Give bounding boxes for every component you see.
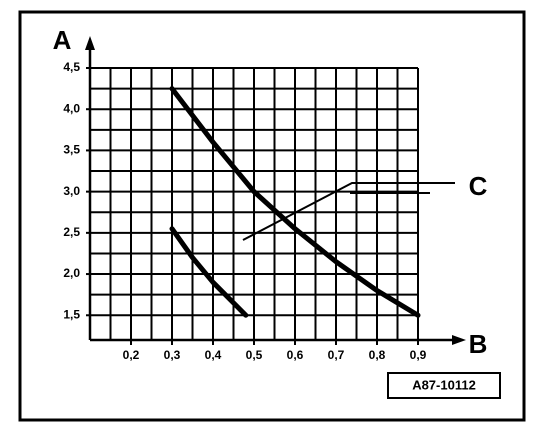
y-tick-label: 3,0 bbox=[63, 184, 80, 198]
y-arrow bbox=[85, 36, 95, 50]
x-arrow bbox=[452, 335, 466, 345]
y-tick-label: 2,0 bbox=[63, 266, 80, 280]
curve bbox=[169, 226, 249, 318]
x-tick-label: 0,4 bbox=[205, 348, 222, 362]
leader-line bbox=[242, 182, 455, 241]
x-axis-label: B bbox=[469, 329, 488, 359]
x-tick-label: 0,2 bbox=[123, 348, 140, 362]
y-axis-label: A bbox=[53, 25, 72, 55]
x-tick-label: 0,5 bbox=[246, 348, 263, 362]
annotation: C bbox=[469, 171, 488, 201]
x-tick-label: 0,6 bbox=[287, 348, 304, 362]
y-tick-label: 3,5 bbox=[63, 143, 80, 157]
reference-box bbox=[387, 372, 501, 399]
x-tick-label: 0,7 bbox=[328, 348, 345, 362]
y-tick-label: 4,5 bbox=[63, 60, 80, 74]
plot: 1,5 2,0 2,5 3,0 3,5 4,0 4,5 0,2 0,3 0,4 0,5 0,6 0,7 0… bbox=[63, 60, 426, 362]
y-tick-label: 4,0 bbox=[63, 101, 80, 115]
x-tick-label: 0,3 bbox=[164, 348, 181, 362]
frame bbox=[18, 10, 526, 422]
x-tick-label: 0,9 bbox=[410, 348, 427, 362]
y-tick-label: 1,5 bbox=[63, 307, 80, 321]
reference-code: A87-10112 bbox=[412, 377, 476, 392]
x-tick-label: 0,8 bbox=[369, 348, 386, 362]
curve bbox=[169, 86, 421, 318]
y-tick-label: 2,5 bbox=[63, 225, 80, 239]
